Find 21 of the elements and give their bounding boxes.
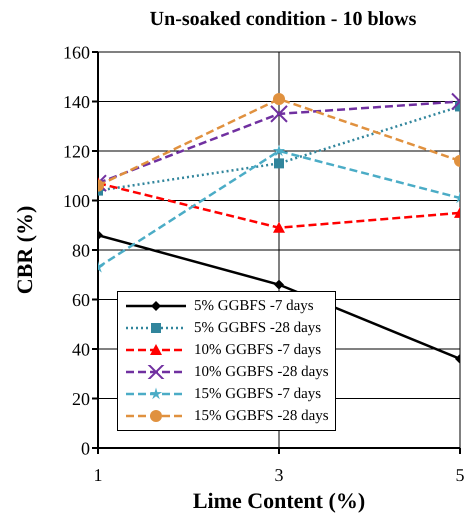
- x-tick-label: 1: [94, 464, 102, 485]
- x-tick-label: 5: [456, 464, 464, 485]
- y-tick-label: 20: [72, 388, 90, 409]
- legend-label: 10% GGBFS -28 days: [194, 363, 329, 382]
- y-axis-title: CBR (%): [12, 206, 37, 294]
- y-tick-label: 40: [72, 339, 90, 360]
- y-tick-label: 60: [72, 290, 90, 310]
- y-tick-label: 100: [63, 190, 90, 211]
- legend-label: 5% GGBFS -7 days: [194, 297, 314, 316]
- legend-label: 15% GGBFS -7 days: [194, 385, 322, 404]
- legend-label: 10% GGBFS -7 days: [194, 341, 322, 360]
- chart-title: Un-soaked condition - 10 blows: [148, 8, 418, 32]
- y-tick-label: 0: [81, 438, 90, 458]
- y-tick-label: 120: [63, 141, 90, 162]
- y-tick-label: 140: [63, 92, 90, 112]
- legend-label: 15% GGBFS -28 days: [194, 407, 329, 426]
- legend-label: 5% GGBFS -28 days: [194, 319, 322, 338]
- y-tick-label: 80: [72, 240, 90, 260]
- x-tick-label: 3: [274, 464, 284, 485]
- y-tick-label: 160: [63, 42, 90, 62]
- x-axis-title: Lime Content (%): [192, 488, 366, 513]
